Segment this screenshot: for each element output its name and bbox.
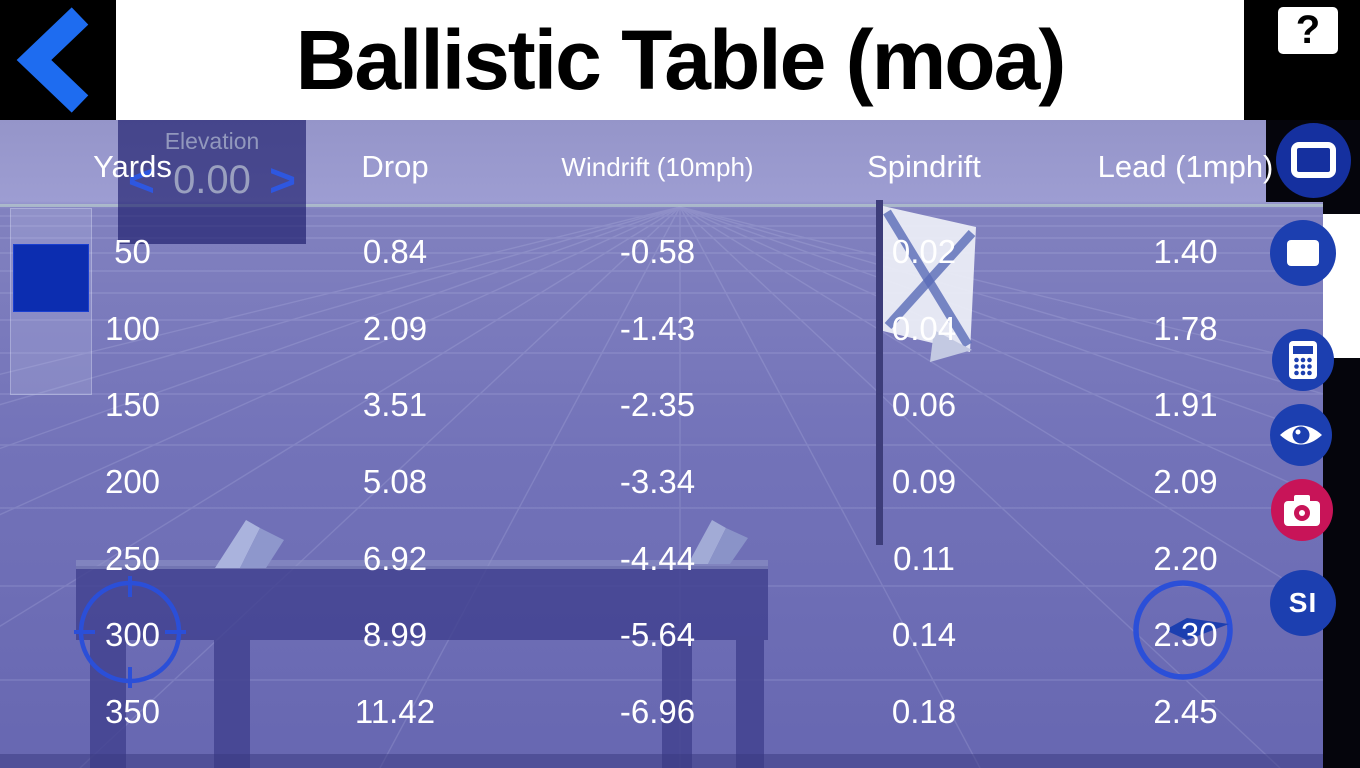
calculator-button[interactable]: [1272, 329, 1334, 391]
sim-button[interactable]: SI: [1270, 570, 1336, 636]
camera-button[interactable]: [1271, 479, 1333, 541]
elevation-decrease-button[interactable]: <: [128, 154, 155, 206]
titlebar: Ballistic Table (moa) ?: [0, 0, 1360, 120]
eye-button[interactable]: [1270, 404, 1332, 466]
title-panel: [116, 0, 1244, 120]
elevation-control: Elevation < 0.00 >: [118, 120, 306, 244]
bottom-shadow: [0, 754, 1360, 768]
bench-top-edge: [76, 560, 768, 569]
elevation-label: Elevation: [164, 128, 260, 154]
target-boards: [215, 520, 748, 568]
sim-button-label: SI: [1288, 587, 1318, 618]
range-scene: [0, 120, 1360, 768]
scope-reticle-icon: [72, 574, 188, 695]
window-icon: [1287, 240, 1319, 266]
camera-icon: [1284, 495, 1320, 526]
wind-compass-dial[interactable]: [1127, 574, 1239, 691]
elevation-increase-button[interactable]: >: [269, 154, 296, 206]
monitor-icon: [1291, 142, 1336, 178]
flag: [876, 200, 976, 545]
left-slider-handle[interactable]: [13, 244, 89, 312]
eye-icon: [1280, 425, 1322, 445]
page-title: Ballistic Table (moa): [295, 12, 1067, 107]
back-arrow-icon: [16, 7, 89, 113]
help-button[interactable]: ?: [1278, 7, 1338, 54]
elevation-value: 0.00: [173, 158, 251, 202]
back-button[interactable]: [6, 6, 110, 114]
horizon-line: [0, 204, 1360, 207]
calculator-icon: [1289, 341, 1317, 379]
window-button[interactable]: [1270, 220, 1336, 286]
monitor-button[interactable]: [1276, 123, 1351, 198]
shooting-bench: [76, 566, 768, 768]
